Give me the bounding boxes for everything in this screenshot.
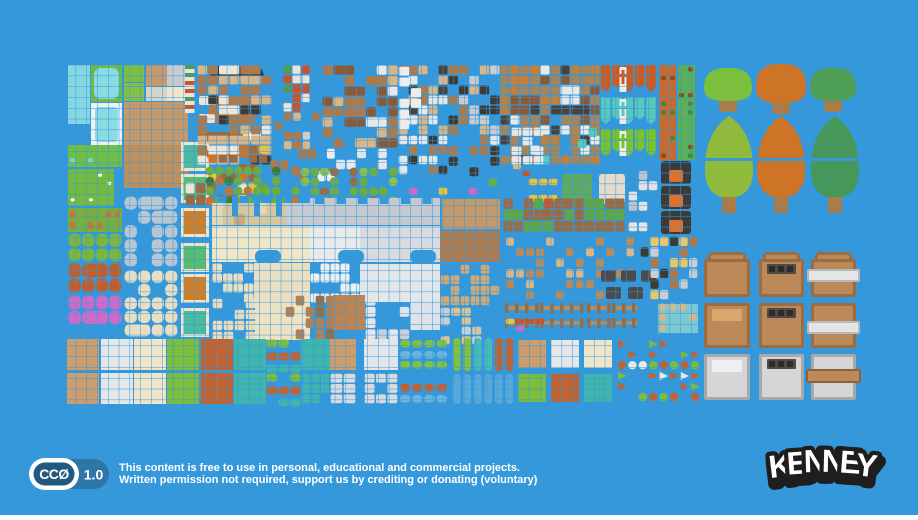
svg-text:N: N bbox=[805, 449, 829, 486]
svg-text:E: E bbox=[839, 443, 863, 480]
svg-text:Written permission not require: Written permission not required, support… bbox=[119, 474, 538, 486]
svg-text:N: N bbox=[803, 443, 827, 480]
svg-text:N: N bbox=[823, 449, 847, 486]
svg-text:This content is free to use in: This content is free to use in personal,… bbox=[119, 462, 520, 474]
svg-text:CCØ: CCØ bbox=[39, 466, 69, 482]
svg-text:N: N bbox=[821, 443, 845, 480]
svg-text:Y: Y bbox=[854, 446, 880, 484]
svg-text:1.0: 1.0 bbox=[84, 467, 104, 483]
